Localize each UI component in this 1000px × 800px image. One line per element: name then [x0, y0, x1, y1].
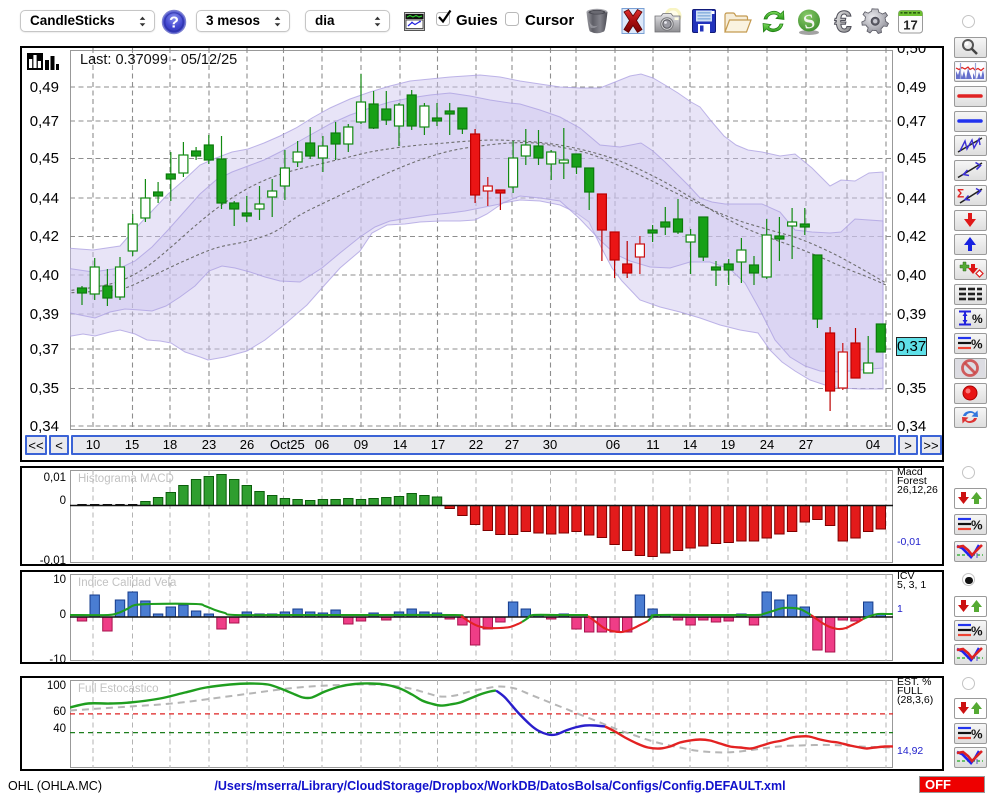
svg-text:%: % — [971, 517, 983, 532]
svg-text:S: S — [801, 10, 816, 34]
svg-text:Σ: Σ — [957, 186, 964, 200]
svg-text:%: % — [971, 337, 983, 352]
svg-text:17: 17 — [903, 18, 917, 33]
svg-text:?: ? — [169, 15, 179, 32]
svg-text:%: % — [972, 312, 983, 326]
svg-text:%: % — [971, 727, 983, 742]
svg-text:€: € — [834, 6, 851, 36]
svg-text:%: % — [971, 623, 983, 638]
